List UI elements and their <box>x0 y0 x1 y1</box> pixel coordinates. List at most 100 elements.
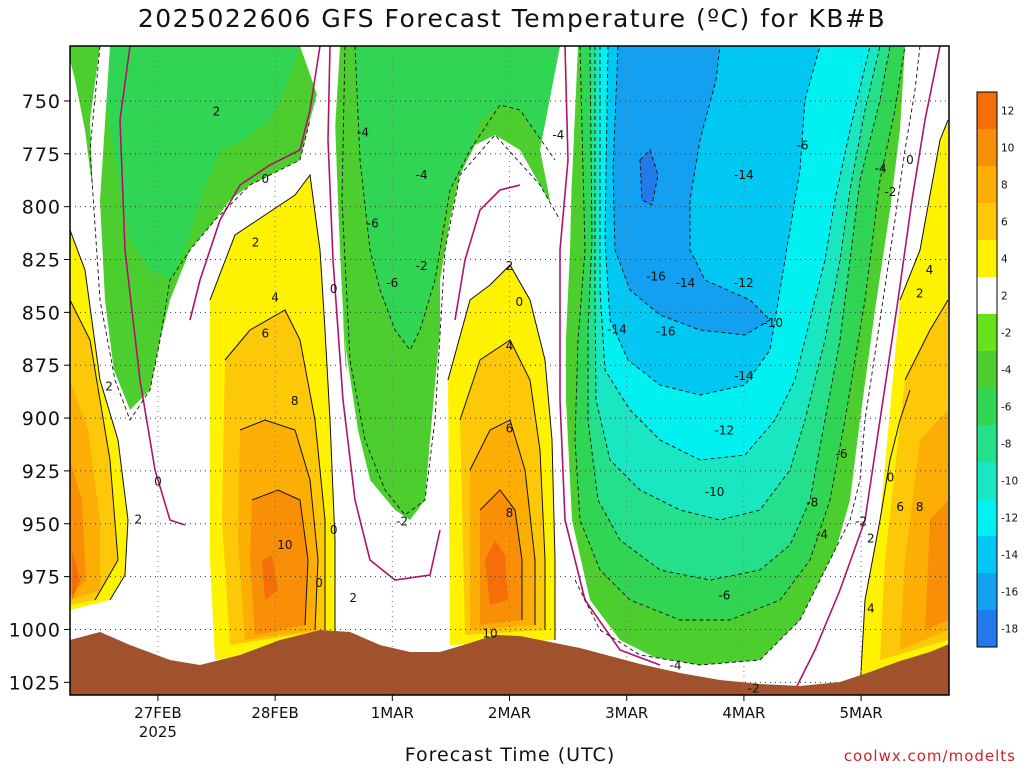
contour-label: 4 <box>867 601 875 615</box>
colorbar-swatch <box>977 425 997 462</box>
freezing-band-region <box>90 46 180 520</box>
chart-title: 2025022606 GFS Forecast Temperature (ºC)… <box>137 4 887 33</box>
contour-label: 2 <box>867 532 875 546</box>
freezing-band-region <box>300 46 440 575</box>
y-tick-label: 775 <box>22 144 61 166</box>
y-tick-label: 900 <box>22 408 61 430</box>
y-tick-label: 750 <box>22 91 61 113</box>
colorbar-swatch <box>977 573 997 610</box>
x-tick-label: 2MAR <box>488 704 531 722</box>
contour-label: -4 <box>670 658 682 672</box>
colorbar-swatch <box>977 314 997 351</box>
temperature-region-12 <box>485 540 508 605</box>
colorbar-label: -6 <box>1001 402 1012 414</box>
contour-label: -6 <box>797 138 809 152</box>
negative-isotherm <box>612 46 771 336</box>
positive-isotherm <box>251 489 309 626</box>
colorbar-label: 2 <box>1001 291 1008 303</box>
positive-isotherm <box>479 489 523 620</box>
freezing-contour <box>454 184 521 321</box>
positive-isotherm <box>899 119 949 301</box>
contour-label: 4 <box>271 291 279 305</box>
negative-isotherm <box>604 46 821 396</box>
y-tick-label: 975 <box>22 567 61 589</box>
contour-label: 2 <box>349 591 357 605</box>
contour-label: 6 <box>506 422 514 436</box>
contour-label: 2 <box>916 286 924 300</box>
temperature-region-10 <box>250 490 308 635</box>
source-credit: coolwx.com/modelts <box>843 747 1016 765</box>
contour-label: 2 <box>105 379 113 393</box>
positive-isotherm <box>859 519 881 691</box>
colorbar-frame <box>976 91 998 648</box>
contour-label: -2 <box>416 259 428 273</box>
negative-isotherm <box>594 46 881 521</box>
contour-label: -2 <box>855 515 867 529</box>
contour-label: -12 <box>715 424 735 438</box>
x-tick-label: 28FEB <box>251 704 298 722</box>
positive-isotherm <box>70 229 129 601</box>
contour-label: 10 <box>482 627 497 641</box>
contour-label: -4 <box>416 168 428 182</box>
contour-label: 0 <box>330 282 338 296</box>
colorbar-swatch <box>977 499 997 536</box>
positive-isotherm <box>224 309 326 630</box>
contour-label: 8 <box>506 506 514 520</box>
x-tick-year: 2025 <box>139 723 177 741</box>
x-tick-label: 3MAR <box>605 704 648 722</box>
negative-isotherm <box>341 46 561 516</box>
contour-label: -14 <box>675 276 695 290</box>
colorbar-swatch <box>977 277 997 314</box>
y-tick-label: 875 <box>22 355 61 377</box>
positive-isotherm <box>447 264 556 640</box>
colorbar-swatch <box>977 351 997 388</box>
colorbar-swatch <box>977 129 997 166</box>
colorbar-label: -16 <box>1001 587 1018 599</box>
colorbar-swatch <box>977 203 997 240</box>
contour-label: 4 <box>926 263 934 277</box>
temperature-region-minus16 <box>613 46 770 335</box>
contour-label: 10 <box>277 538 292 552</box>
freezing-band-region <box>540 46 660 665</box>
freezing-contour <box>327 46 441 581</box>
colorbar-label: 6 <box>1001 217 1008 229</box>
colorbar-swatch <box>977 388 997 425</box>
colorbar-label: -18 <box>1001 624 1018 636</box>
contour-label: -14 <box>734 168 754 182</box>
colorbar-label: -14 <box>1001 550 1018 562</box>
temperature-region-12 <box>262 555 278 600</box>
contour-label: -2 <box>748 682 760 696</box>
contour-label: -10 <box>705 485 725 499</box>
contour-label: 0 <box>906 153 914 167</box>
contour-label: 2 <box>213 105 221 119</box>
y-tick-label: 1025 <box>9 672 61 694</box>
contour-label: -16 <box>656 324 676 338</box>
colorbar-swatch <box>977 536 997 573</box>
contour-label: -14 <box>734 369 754 383</box>
y-tick-label: 950 <box>22 514 61 536</box>
contour-label: 2 <box>506 259 514 273</box>
freezing-band-region <box>760 46 935 680</box>
x-tick-label: 27FEB <box>134 704 181 722</box>
forecast-temperature-chart: 22020246810002-4-6-6-4-2-22046810-4-14-1… <box>9 45 1018 741</box>
contour-label: -4 <box>552 128 564 142</box>
colorbar-swatch <box>977 166 997 203</box>
contour-label: 6 <box>262 327 270 341</box>
temperature-region-minus6 <box>100 46 300 280</box>
colorbar-label: 8 <box>1001 180 1008 192</box>
freezing-contour <box>189 46 321 321</box>
colorbar-label: 12 <box>1001 106 1014 118</box>
contour-label: 4 <box>506 339 514 353</box>
contour-label: -14 <box>607 322 627 336</box>
contour-label: -6 <box>367 217 379 231</box>
colorbar-label: -2 <box>1001 328 1011 340</box>
colorbar-swatch <box>977 610 997 647</box>
contour-label: 0 <box>330 523 338 537</box>
positive-isotherm <box>239 419 319 631</box>
temperature-region-minus18 <box>640 150 658 205</box>
contour-label: -4 <box>816 527 828 541</box>
contour-label: 0 <box>887 470 895 484</box>
colorbar-label: -4 <box>1001 365 1012 377</box>
contour-label: -12 <box>734 276 754 290</box>
terrain-ground <box>70 630 949 695</box>
